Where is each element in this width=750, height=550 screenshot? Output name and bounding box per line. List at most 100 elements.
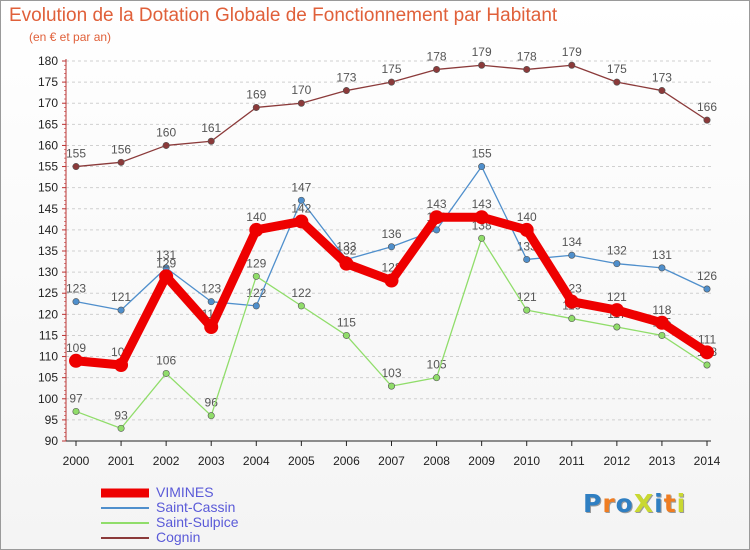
data-point-cognin [658,87,666,95]
data-point-saint-sulpice [703,361,711,369]
x-tick-label: 2004 [243,454,270,468]
y-tick-label: 155 [38,160,58,174]
data-point-vimines [294,214,309,229]
data-label-3: 178 [517,49,537,63]
data-label-0: 111 [698,332,717,346]
data-label-1: 123 [201,282,221,296]
legend-label: Saint-Sulpice [156,514,239,530]
data-point-vimines [474,210,489,225]
data-label-0: 121 [607,290,627,304]
data-label-2: 96 [205,396,219,410]
data-label-1: 122 [246,286,266,300]
data-label-3: 170 [291,83,311,97]
data-point-cognin [478,61,486,69]
legend-swatch [101,521,149,524]
data-label-0: 118 [652,303,671,317]
data-label-1: 131 [652,248,672,262]
x-tick-label: 2009 [468,454,495,468]
data-point-cognin [613,78,621,86]
data-label-3: 160 [156,125,176,139]
data-label-2: 97 [69,391,83,405]
data-point-vimines [159,269,174,284]
data-label-1: 131 [156,248,176,262]
y-tick-label: 180 [38,54,58,68]
data-label-0: 143 [472,197,492,211]
data-label-0: 140 [517,210,537,224]
y-tick-label: 140 [38,223,58,237]
data-point-vimines [519,222,534,237]
data-point-vimines [654,315,669,330]
data-point-vimines [564,294,579,309]
data-point-saint-cassin [478,163,486,171]
data-label-1: 133 [336,239,356,253]
x-tick-label: 2006 [333,454,360,468]
data-point-cognin [162,141,170,149]
data-label-3: 173 [336,71,356,85]
y-tick-label: 150 [38,181,58,195]
data-label-1: 155 [472,147,492,161]
data-label-2: 106 [156,353,176,367]
data-point-saint-sulpice [117,424,125,432]
data-point-cognin [207,137,215,145]
y-tick-label: 145 [38,202,58,216]
data-point-saint-sulpice [162,369,170,377]
data-label-2: 103 [381,366,401,380]
data-label-3: 169 [246,87,266,101]
data-point-saint-cassin [297,196,305,204]
data-label-1: 147 [291,180,311,194]
data-point-saint-sulpice [297,302,305,310]
x-tick-label: 2013 [649,454,676,468]
data-point-cognin [297,99,305,107]
data-point-vimines [339,256,354,271]
legend-swatch [101,488,149,497]
data-point-saint-cassin [568,251,576,259]
data-label-1: 134 [562,235,582,249]
y-tick-label: 170 [38,96,58,110]
y-tick-label: 175 [38,75,58,89]
x-tick-label: 2001 [108,454,135,468]
data-point-saint-cassin [117,306,125,314]
legend-label: Cognin [156,529,201,545]
data-label-3: 166 [697,100,717,114]
data-point-saint-sulpice [433,374,441,382]
y-tick-label: 110 [39,350,58,364]
data-label-3: 175 [607,62,627,76]
data-label-3: 179 [562,45,582,59]
chart-title: Evolution de la Dotation Globale de Fonc… [9,5,558,26]
data-point-saint-sulpice [478,234,486,242]
data-label-2: 115 [337,315,356,329]
data-label-3: 155 [66,147,86,161]
data-label-1: 132 [607,244,627,258]
data-point-saint-sulpice [342,331,350,339]
y-tick-label: 125 [38,286,58,300]
data-point-saint-sulpice [523,306,531,314]
data-label-3: 156 [111,142,131,156]
chart-subtitle: (en € et par an) [29,30,112,44]
data-label-3: 173 [652,71,672,85]
data-point-saint-cassin [252,302,260,310]
y-tick-label: 100 [38,392,58,406]
data-label-2: 121 [517,290,537,304]
data-point-vimines [700,345,714,360]
x-tick-label: 2008 [423,454,450,468]
legend-label: Saint-Cassin [156,499,236,515]
data-label-1: 123 [66,282,86,296]
x-tick-label: 2005 [288,454,315,468]
data-point-saint-sulpice [252,272,260,280]
y-tick-label: 130 [38,265,58,279]
data-label-0: 140 [246,210,266,224]
legend-label: VIMINES [156,484,214,500]
data-label-0: 143 [427,197,447,211]
data-label-2: 93 [114,408,128,422]
data-label-3: 161 [201,121,221,135]
data-point-saint-sulpice [658,331,666,339]
data-label-0: 129 [156,256,176,270]
y-tick-label: 90 [45,434,59,448]
data-point-cognin [72,163,80,171]
x-tick-label: 2007 [378,454,405,468]
data-point-saint-cassin [613,260,621,268]
data-point-cognin [703,116,711,124]
x-tick-label: 2012 [604,454,631,468]
